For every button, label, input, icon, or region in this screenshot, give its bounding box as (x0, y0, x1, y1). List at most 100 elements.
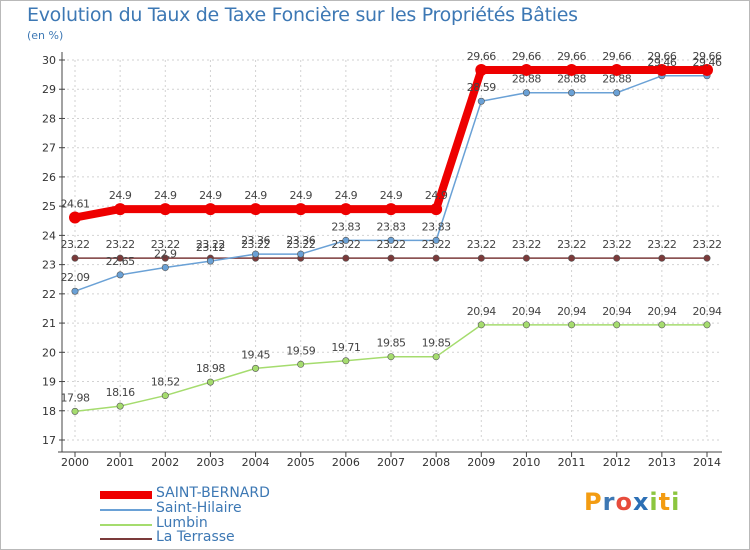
data-point (69, 211, 81, 224)
data-label: 20.94 (467, 305, 496, 318)
y-tick-label: 19 (42, 376, 56, 389)
data-point (613, 254, 621, 262)
data-label: 23.22 (151, 238, 180, 251)
logo-letter: i (671, 488, 681, 516)
data-point (342, 254, 350, 262)
data-point (161, 392, 169, 400)
data-label: 22.09 (61, 271, 90, 284)
data-label: 24.9 (199, 189, 222, 202)
data-label: 20.94 (512, 305, 541, 318)
data-label: 23.22 (602, 238, 631, 251)
data-point (613, 89, 621, 97)
logo-letter: o (615, 488, 633, 516)
data-point (206, 257, 214, 265)
legend-label: Saint-Hilaire (156, 500, 242, 516)
x-tick-label: 2000 (61, 456, 89, 469)
data-label: 29.66 (647, 50, 676, 63)
data-label: 19.71 (331, 341, 360, 354)
data-label: 23.22 (331, 238, 360, 251)
data-point (430, 203, 443, 216)
data-point (206, 378, 214, 386)
x-tick-label: 2014 (693, 456, 721, 469)
data-point (297, 360, 305, 368)
legend-swatch-saint-hilaire (100, 509, 152, 511)
data-point (387, 353, 395, 361)
data-label: 23.22 (512, 238, 541, 251)
data-label: 19.59 (286, 344, 315, 357)
data-point (701, 63, 713, 76)
data-point (339, 203, 352, 216)
data-point (385, 203, 397, 216)
legend-swatch-lumbin (100, 524, 152, 526)
data-label: 23.12 (196, 241, 225, 254)
logo-letter: x (632, 488, 650, 516)
y-tick-label: 17 (42, 434, 56, 447)
y-tick-label: 23 (42, 259, 56, 272)
data-point (610, 63, 623, 76)
data-label: 18.52 (151, 376, 180, 389)
data-point (613, 321, 621, 329)
x-tick-label: 2013 (648, 456, 676, 469)
data-point (252, 364, 260, 372)
data-point (297, 250, 305, 258)
x-tick-label: 2011 (558, 456, 586, 469)
data-label: 24.9 (425, 189, 448, 202)
y-tick-label: 28 (42, 112, 56, 125)
logo-letter: i (649, 488, 659, 516)
y-tick-label: 30 (42, 54, 56, 67)
proxiti-logo: Proxiti (584, 488, 680, 516)
data-point (387, 254, 395, 262)
legend-label: SAINT-BERNARD (156, 485, 270, 501)
data-point (703, 321, 711, 329)
data-label: 24.9 (154, 189, 177, 202)
x-tick-label: 2009 (467, 456, 495, 469)
x-tick-label: 2002 (151, 456, 179, 469)
x-tick-label: 2006 (332, 456, 360, 469)
data-point (522, 321, 530, 329)
data-point (252, 250, 260, 258)
y-tick-label: 24 (42, 229, 56, 242)
x-tick-label: 2003 (196, 456, 224, 469)
data-point (342, 357, 350, 365)
data-label: 29.66 (602, 50, 631, 63)
data-label: 28.59 (467, 81, 496, 94)
data-point (477, 321, 485, 329)
y-tick-label: 25 (42, 200, 56, 213)
data-label: 18.16 (106, 386, 135, 399)
data-point (71, 254, 79, 262)
data-label: 24.9 (244, 189, 267, 202)
data-point (520, 63, 533, 76)
data-point (658, 321, 666, 329)
data-point (204, 203, 217, 216)
chart-title: Evolution du Taux de Taxe Foncière sur l… (27, 4, 578, 26)
data-point (114, 203, 127, 216)
data-label: 28.88 (512, 73, 541, 86)
data-label: 19.85 (377, 337, 406, 350)
data-point (477, 254, 485, 262)
data-point (161, 264, 169, 272)
data-label: 29.66 (557, 50, 586, 63)
data-label: 29.46 (693, 56, 722, 69)
data-point (432, 254, 440, 262)
data-point (432, 236, 440, 244)
data-point (568, 321, 576, 329)
data-point (161, 254, 169, 262)
y-tick-label: 27 (42, 142, 56, 155)
data-label: 23.83 (331, 220, 360, 233)
data-point (475, 63, 488, 76)
data-label: 23.36 (286, 234, 315, 247)
data-label: 23.36 (241, 234, 270, 247)
data-label: 18.98 (196, 362, 225, 375)
data-point (249, 203, 262, 216)
legend-swatch-la-terrasse (100, 538, 152, 540)
data-label: 20.94 (693, 305, 722, 318)
data-label: 20.94 (602, 305, 631, 318)
logo-letter: P (584, 488, 603, 516)
data-label: 22.9 (154, 248, 177, 261)
y-axis-unit-label: (en %) (27, 29, 64, 42)
data-point (342, 236, 350, 244)
data-label: 23.83 (422, 220, 451, 233)
x-tick-label: 2012 (603, 456, 631, 469)
data-label: 24.9 (335, 189, 358, 202)
data-label: 23.22 (557, 238, 586, 251)
